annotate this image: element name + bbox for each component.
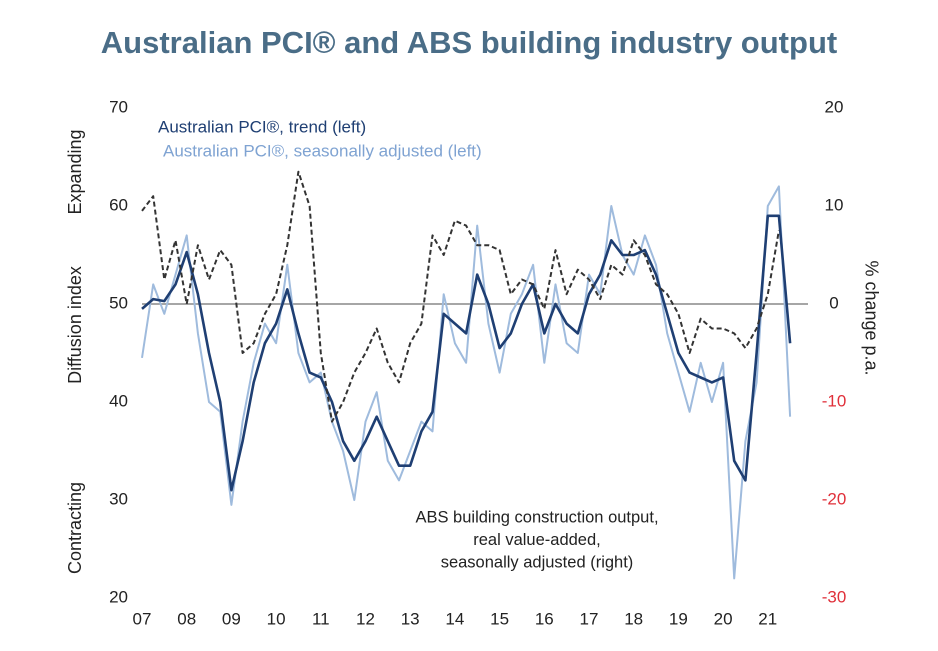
y2-tick-label: -10 <box>822 391 847 410</box>
series-line <box>141 214 792 492</box>
annotation: ABS building construction output, <box>415 508 658 526</box>
y2-tick-label: -20 <box>822 489 847 508</box>
y-top-label: Expanding <box>65 129 85 214</box>
y-bottom-label: Contracting <box>65 482 85 574</box>
y-tick-label: 70 <box>109 97 128 116</box>
series-line <box>141 170 780 423</box>
x-tick-label: 15 <box>490 609 509 628</box>
series-line <box>141 185 792 580</box>
x-tick-label: 12 <box>356 609 375 628</box>
x-tick-label: 08 <box>177 609 196 628</box>
x-tick-label: 17 <box>580 609 599 628</box>
x-tick-label: 07 <box>133 609 152 628</box>
y2-tick-label: 20 <box>825 97 844 116</box>
x-tick-label: 13 <box>401 609 420 628</box>
x-tick-label: 09 <box>222 609 241 628</box>
legend-entry: Australian PCI®, trend (left) <box>158 117 366 136</box>
y-tick-label: 40 <box>109 391 128 410</box>
y-tick-label: 50 <box>109 293 128 312</box>
annotation: seasonally adjusted (right) <box>441 553 634 571</box>
x-tick-label: 14 <box>445 609 464 628</box>
y2-tick-label: -30 <box>822 587 847 606</box>
x-tick-label: 18 <box>624 609 643 628</box>
legend-entry: Australian PCI®, seasonally adjusted (le… <box>163 141 482 160</box>
x-tick-label: 16 <box>535 609 554 628</box>
y2-tick-label: 0 <box>829 293 838 312</box>
chart-title: Australian PCI® and ABS building industr… <box>101 25 837 60</box>
x-tick-label: 21 <box>758 609 777 628</box>
x-tick-label: 19 <box>669 609 688 628</box>
y-tick-label: 20 <box>109 587 128 606</box>
y-tick-label: 30 <box>109 489 128 508</box>
y-tick-label: 60 <box>109 195 128 214</box>
annotation: real value-added, <box>473 531 601 549</box>
y2-tick-label: 10 <box>825 195 844 214</box>
y2-axis-label: % change p.a. <box>861 260 881 375</box>
x-tick-label: 20 <box>714 609 733 628</box>
y-axis-label: Diffusion index <box>65 266 85 384</box>
x-tick-label: 11 <box>312 609 330 628</box>
x-tick-label: 10 <box>267 609 286 628</box>
